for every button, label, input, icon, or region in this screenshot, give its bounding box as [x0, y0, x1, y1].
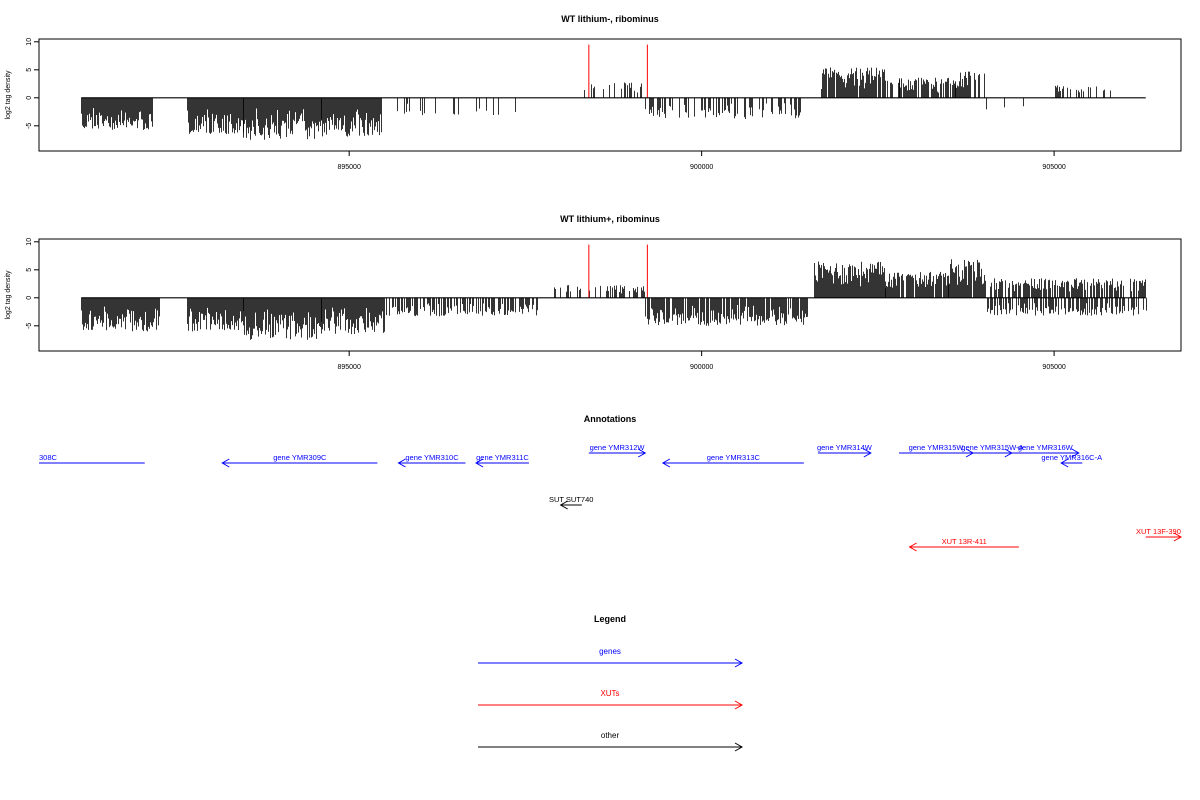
arrowhead [908, 542, 917, 552]
legend-item: genes [478, 647, 744, 668]
legend-title: Legend [594, 614, 626, 624]
annotation-feature: XUT 13R-411 [908, 537, 1019, 552]
annotation-feature: XUT 13F-390 [1136, 527, 1183, 542]
annotation-label: gene YMR314W [817, 443, 873, 452]
annotation-feature: gene YMR309C [221, 453, 378, 468]
panel-2-markers [588, 244, 648, 298]
annotation-label: gene YMR310C [405, 453, 459, 462]
annotation-feature: gene YMR312W [588, 443, 647, 458]
panel-1-title: WT lithium-, ribominus [561, 14, 659, 24]
annotation-label: gene YMR311C [476, 453, 529, 462]
arrowhead [863, 448, 872, 458]
y-tick-label: 5 [26, 68, 33, 72]
annotation-feature: gene YMR316C-A [1041, 453, 1102, 468]
panel-1-markers [588, 44, 648, 98]
x-tick-label: 900000 [690, 164, 713, 171]
annotation-features: 308C gene YMR309C gene YMR310C gene YMR311C… [39, 443, 1183, 552]
panel-2-ylabel: log2 tag density [5, 270, 12, 320]
arrowhead [397, 458, 406, 468]
panel-2-title: WT lithium+, ribominus [560, 214, 660, 224]
arrowhead [734, 658, 744, 668]
x-tick-label: 895000 [337, 364, 360, 371]
panel-1-frame [38, 38, 1182, 152]
annotation-label: gene YMR315W-A [961, 443, 1023, 452]
annotation-feature: SUT SUT740 [549, 495, 593, 510]
panel-2-bars [81, 259, 1147, 340]
y-tick-label: 0 [26, 296, 33, 300]
x-tick-label: 905000 [1042, 364, 1065, 371]
annotation-label: gene YMR313C [707, 453, 761, 462]
track-panel-2: WT lithium+, ribominus -5 0 5 10 895000 90000… [5, 214, 1182, 371]
legend-panel: Legend genes XUTs other [478, 614, 744, 752]
arrowhead [1071, 448, 1080, 458]
arrowhead [1060, 458, 1069, 468]
arrowhead [661, 458, 671, 468]
panel-1-ylabel: log2 tag density [5, 70, 12, 120]
legend-item: XUTs [478, 689, 744, 710]
arrowhead [559, 500, 568, 510]
annotation-label: 308C [39, 453, 58, 462]
annotation-feature: gene YMR314W [817, 443, 873, 458]
annotation-label: XUT 13R-411 [942, 537, 987, 546]
panel-2-frame [38, 238, 1182, 352]
legend-label: XUTs [600, 689, 619, 698]
arrowhead [734, 700, 744, 710]
arrowhead [475, 458, 484, 468]
annotation-label: gene YMR312W [590, 443, 646, 452]
annotation-label: XUT 13F-390 [1136, 527, 1181, 536]
arrowhead [1173, 532, 1183, 542]
arrowhead [734, 742, 744, 752]
annotation-label: gene YMR309C [273, 453, 327, 462]
annotation-feature: gene YMR316W [1011, 443, 1080, 458]
panel-2-axes: -5 0 5 10 895000 900000 905000 [26, 238, 1146, 371]
y-tick-label: 10 [26, 38, 33, 46]
annotations-title: Annotations [584, 414, 637, 424]
y-tick-label: -5 [26, 123, 33, 129]
annotation-feature: gene YMR311C [475, 453, 529, 468]
annotation-feature: gene YMR310C [397, 453, 466, 468]
legend-label: other [601, 731, 620, 740]
y-tick-label: 0 [26, 96, 33, 100]
annotation-label: gene YMR316W [1018, 443, 1074, 452]
annotation-feature: gene YMR313C [661, 453, 804, 468]
annotation-label: gene YMR316C-A [1041, 453, 1102, 462]
x-tick-label: 900000 [690, 364, 713, 371]
annotation-feature: 308C [39, 453, 145, 464]
annotation-label: SUT SUT740 [549, 495, 593, 504]
annotations-panel: Annotations 308C gene YMR309C gene YMR310C… [39, 414, 1183, 552]
panel-1-bars [81, 67, 1111, 140]
legend-item: other [478, 731, 744, 752]
legend-label: genes [599, 647, 621, 656]
annotation-label: gene YMR315W [909, 443, 965, 452]
y-tick-label: 5 [26, 268, 33, 272]
panel-1-axes: -5 0 5 10 895000 900000 905000 [26, 38, 1146, 171]
legend-items: genes XUTs other [478, 647, 744, 752]
track-panel-1: WT lithium-, ribominus -5 0 5 10 895000 90000… [5, 14, 1182, 171]
y-tick-label: 10 [26, 238, 33, 246]
y-tick-label: -5 [26, 323, 33, 329]
x-tick-label: 895000 [337, 164, 360, 171]
arrowhead [221, 458, 230, 468]
arrowhead [637, 448, 647, 458]
x-tick-label: 905000 [1042, 164, 1065, 171]
